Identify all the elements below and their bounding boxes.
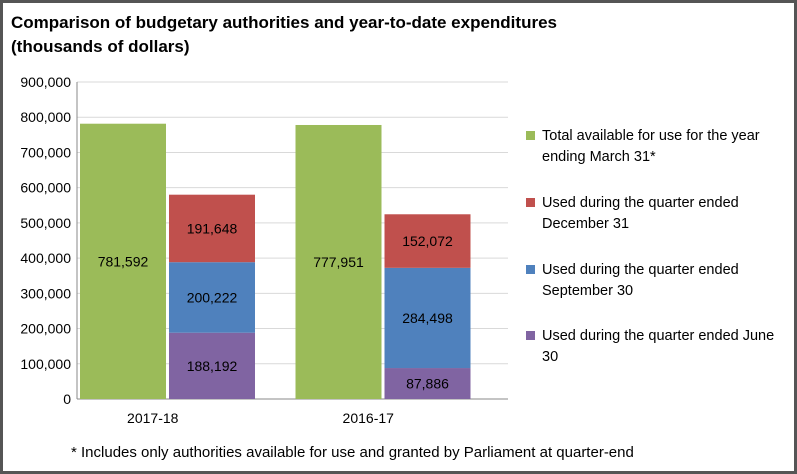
bar-chart: 0 100,000 200,000 300,000 400,000 500,000 600,… [20, 74, 508, 426]
y-tick-label: 700,000 [20, 144, 71, 160]
data-label-jun: 87,886 [406, 376, 449, 392]
y-tick-label: 500,000 [20, 215, 71, 231]
data-label-dec: 152,072 [402, 233, 453, 249]
y-tick-label: 100,000 [20, 356, 71, 372]
data-label-jun: 188,192 [187, 358, 238, 374]
legend-label-total: Total available for use for the year end… [542, 128, 760, 165]
legend-swatch-december [526, 198, 535, 207]
bar-segment-sep [384, 267, 471, 369]
x-tick-label: 2017-18 [127, 410, 179, 426]
bar-segment-jun [169, 332, 255, 399]
bar-segment-dec [384, 214, 471, 268]
y-tick-label: 200,000 [20, 321, 71, 337]
chart-title-block: Comparison of budgetary authorities and … [11, 11, 557, 59]
x-tick-label: 2016-17 [343, 410, 395, 426]
legend-label-september: Used during the quarter ended September … [542, 262, 739, 299]
chart-subtitle: (thousands of dollars) [11, 37, 190, 56]
bar-segment-sep [169, 262, 255, 333]
legend-label-december: Used during the quarter ended December 3… [542, 195, 739, 232]
data-label-total: 777,951 [313, 254, 364, 270]
data-label-total: 781,592 [98, 253, 149, 269]
data-label-sep: 284,498 [402, 310, 453, 326]
y-tick-label: 600,000 [20, 180, 71, 196]
legend-swatch-september [526, 265, 535, 274]
footnote: * Includes only authorities available fo… [71, 444, 634, 461]
bar-total [80, 123, 166, 399]
legend-swatch-june [526, 331, 535, 340]
y-tick-label: 800,000 [20, 109, 71, 125]
legend-swatch-total [526, 131, 535, 140]
bar-segment-dec [169, 194, 255, 263]
y-tick-label: 300,000 [20, 285, 71, 301]
data-label-dec: 191,648 [187, 220, 238, 236]
y-tick-label: 400,000 [20, 250, 71, 266]
y-tick-label: 900,000 [20, 74, 71, 90]
bar-segment-jun [384, 368, 471, 399]
y-tick-label: 0 [63, 391, 71, 407]
chart-title: Comparison of budgetary authorities and … [11, 13, 557, 32]
bar-total [295, 124, 382, 399]
legend-label-june: Used during the quarter ended June 30 [542, 328, 775, 365]
data-label-sep: 200,222 [187, 289, 238, 305]
